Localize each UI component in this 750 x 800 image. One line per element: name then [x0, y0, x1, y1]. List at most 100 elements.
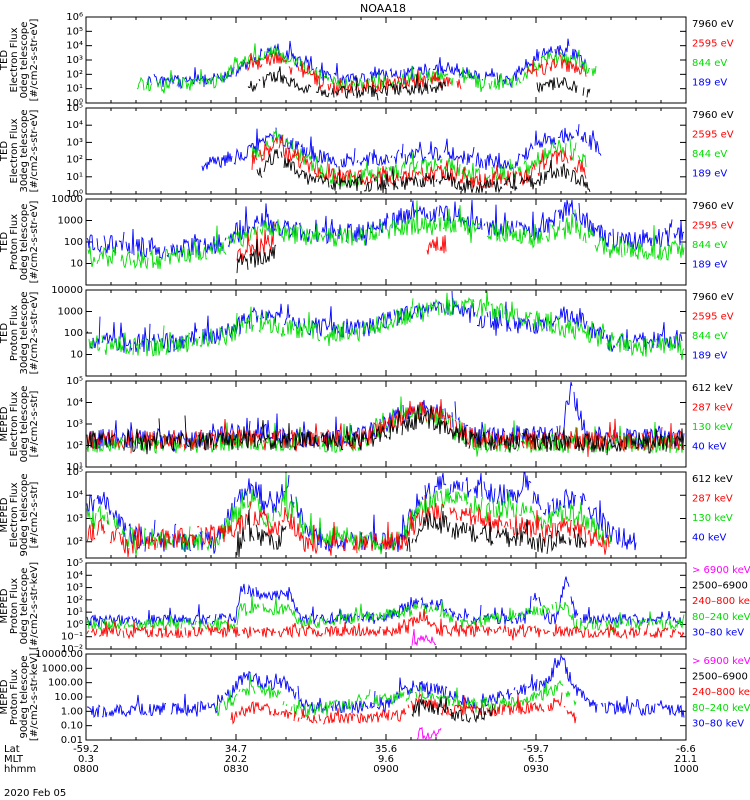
y-tick-label: 10⁶ — [66, 12, 83, 23]
y-axis-label-line: TED — [0, 50, 10, 71]
legend-entry: 844 eV — [692, 331, 727, 342]
y-axis-label-line: Proton Flux — [9, 305, 20, 361]
y-tick-label: 0.01 — [61, 735, 83, 746]
legend-entry: 40 keV — [692, 533, 726, 544]
legend-entry: 189 eV — [692, 351, 727, 362]
x-tick-label: 9.6 — [378, 754, 394, 765]
y-axis-label-line: 30deg telescope — [19, 109, 30, 192]
legend-entry: 287 keV — [692, 494, 733, 505]
x-tick-label: -59.7 — [523, 744, 549, 755]
x-tick-label: 20.2 — [225, 754, 247, 765]
y-tick-label: 10⁴ — [66, 41, 83, 52]
panel-frame — [85, 198, 687, 286]
panel-5: 10¹ 10² 10³ 10⁴ 10⁵ MEPEDElectron Flux0deg te… — [0, 376, 733, 473]
series-red — [86, 609, 685, 641]
y-axis-label-line: Proton Flux — [9, 578, 20, 634]
legend-entry: 7960 eV — [692, 19, 734, 30]
y-tick-label: 10 — [70, 350, 83, 361]
series-green — [215, 673, 577, 719]
legend-entry: 2595 eV — [692, 312, 734, 323]
y-axis-label-line: [#/cm2-s-str] — [29, 390, 40, 457]
x-tick-label: 6.5 — [528, 754, 544, 765]
y-tick-label: 10⁴ — [66, 570, 83, 581]
y-axis-label-line: 0deg telescope — [19, 386, 30, 463]
series-green — [87, 200, 685, 270]
y-tick-label: 10⁵ — [66, 376, 83, 387]
series-red — [246, 49, 587, 96]
legend-entry: 844 eV — [692, 58, 727, 69]
y-tick-label: 10³ — [66, 55, 83, 66]
series-red — [251, 134, 587, 189]
legend-entry: 2595 eV — [692, 221, 734, 232]
y-tick-label: 10¹ — [66, 84, 83, 95]
y-axis-label-line: TED — [0, 323, 10, 344]
x-tick-label: -6.6 — [676, 744, 696, 755]
y-axis-label-line: MEPED — [0, 406, 10, 441]
panel-3: 10 100 1000 10000 TEDProton Flux0deg telesco… — [0, 194, 734, 286]
legend-entry: > 6900 keV — [692, 565, 750, 576]
y-tick-label: 10² — [66, 69, 83, 80]
y-tick-label: 10⁻² — [61, 644, 83, 655]
y-axis-label-line: 90deg telescope — [19, 655, 30, 738]
y-axis-label-line: MEPED — [0, 497, 10, 532]
y-axis-label: TEDElectron Flux30deg telescope[#/cm2-s-… — [0, 109, 40, 192]
y-tick-label: 10⁰ — [66, 189, 83, 200]
y-axis-label: MEPEDElectron Flux90deg telescope[#/cm2-… — [0, 473, 40, 556]
y-tick-label: 10³ — [66, 513, 83, 524]
series-green — [86, 595, 685, 633]
figure-title: NOAA18 — [360, 2, 406, 15]
legend-entry: 2595 eV — [692, 130, 734, 141]
y-axis-label-line: 30deg telescope — [19, 291, 30, 374]
y-axis-label: TEDProton Flux0deg telescope[#/cm2-s-str… — [0, 201, 40, 284]
legend-entry: 612 keV — [692, 474, 733, 485]
y-axis-label-line: Electron Flux — [9, 391, 20, 456]
series-black — [86, 404, 684, 456]
legend-entry: 2500–6900 — [692, 672, 748, 683]
x-tick-label: 21.1 — [675, 754, 697, 765]
x-tick-label: 34.7 — [225, 744, 247, 755]
legend-entry: 612 keV — [692, 383, 733, 394]
legend-entry: 844 eV — [692, 240, 727, 251]
series-green — [88, 290, 685, 361]
y-axis-label: TEDElectron Flux0deg telescope[#/cm2-s-s… — [0, 19, 40, 102]
y-tick-label: 1000.00 — [42, 663, 83, 674]
panel-4: 10 100 1000 10000 TEDProton Flux30deg telesc… — [0, 285, 734, 377]
panel-1: 10⁰ 10¹ 10² 10³ 10⁴ 10⁵ 10⁶ TEDElectron Flux0de… — [0, 12, 734, 109]
y-tick-label: 10⁴ — [66, 120, 83, 131]
y-axis-label-line: Electron Flux — [9, 118, 20, 183]
x-row-label: hhmm — [4, 764, 36, 775]
series-magenta — [416, 726, 442, 740]
y-axis-label-line: [#/cm2-s-str] — [29, 481, 40, 548]
y-tick-label: 1000 — [58, 307, 83, 318]
y-axis-label-line: [#/cm2-s-str-eV] — [29, 19, 40, 102]
y-axis-label: MEPEDElectron Flux0deg telescope[#/cm2-s… — [0, 386, 40, 463]
panel-2: 10⁰ 10¹ 10² 10³ 10⁴ 10⁵ TEDElectron Flux30deg … — [0, 103, 734, 200]
legend-entry: 130 keV — [692, 422, 733, 433]
y-tick-label: 10³ — [66, 419, 83, 430]
legend-entry: 287 keV — [692, 403, 733, 414]
y-tick-label: 1.00 — [61, 706, 83, 717]
y-tick-label: 1000 — [58, 216, 83, 227]
y-tick-label: 10¹ — [66, 172, 83, 183]
x-tick-label: 0830 — [223, 764, 248, 775]
y-tick-label: 100 — [64, 237, 83, 248]
y-tick-label: 100.00 — [48, 678, 83, 689]
series-black — [236, 238, 277, 274]
y-tick-label: 10³ — [66, 137, 83, 148]
y-axis-label: MEPEDProton Flux90deg telescope[#/cm2-s-… — [0, 653, 40, 741]
x-tick-label: 35.6 — [375, 744, 397, 755]
legend-entry: 80–240 keV — [692, 703, 750, 714]
series-magenta — [411, 628, 437, 646]
y-axis-label-line: Electron Flux — [9, 27, 20, 92]
x-tick-label: -59.2 — [73, 744, 99, 755]
y-axis-label-line: [#/cm2-s-str-keV] — [29, 562, 40, 650]
y-tick-label: 10000 — [51, 194, 83, 205]
panel-6: 10² 10³ 10⁴ 10⁵ MEPEDElectron Flux90deg tele… — [0, 467, 733, 558]
y-axis-label-line: 0deg telescope — [19, 568, 30, 645]
y-tick-label: 10² — [66, 441, 83, 452]
y-tick-label: 10² — [66, 155, 83, 166]
series-black — [256, 149, 591, 194]
y-tick-label: 10⁰ — [66, 619, 83, 630]
x-row-label: MLT — [4, 754, 24, 765]
